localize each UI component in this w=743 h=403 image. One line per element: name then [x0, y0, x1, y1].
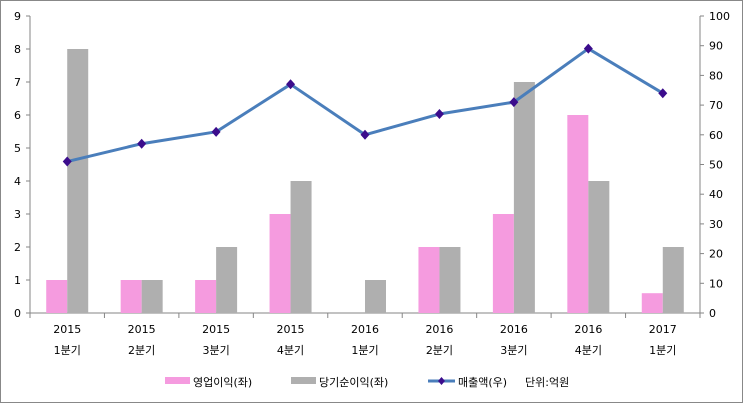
right-tick-label: 20: [709, 248, 723, 261]
revenue-marker: [434, 109, 444, 120]
bar-operating-profit: [46, 280, 68, 313]
x-tick-label-quarter: 1분기: [54, 344, 81, 357]
x-tick-label-year: 2016: [500, 323, 528, 336]
left-tick-label: 4: [14, 175, 21, 188]
x-tick-label-quarter: 1분기: [649, 344, 676, 357]
x-tick-label-year: 2015: [202, 323, 230, 336]
revenue-marker: [211, 126, 221, 137]
revenue-marker: [360, 129, 370, 140]
right-tick-label: 60: [709, 129, 723, 142]
revenue-marker: [137, 138, 147, 149]
legend-label-net-income: 당기순이익(좌): [319, 376, 388, 389]
bar-net-income: [588, 181, 610, 313]
left-tick-label: 6: [14, 109, 21, 122]
left-tick-label: 7: [14, 76, 21, 89]
bar-operating-profit: [195, 280, 217, 313]
revenue-marker: [658, 88, 668, 99]
revenue-marker: [62, 156, 72, 167]
bars: [46, 49, 684, 313]
bar-operating-profit: [492, 214, 514, 313]
right-tick-label: 70: [709, 99, 723, 112]
x-tick-label-quarter: 2분기: [426, 344, 453, 357]
x-tick-label-quarter: 3분기: [500, 344, 527, 357]
x-tick-label-year: 2015: [277, 323, 305, 336]
bar-net-income: [662, 247, 684, 313]
right-tick-label: 40: [709, 188, 723, 201]
bar-net-income: [365, 280, 386, 313]
left-tick-label: 9: [14, 10, 21, 23]
axes: 0123456789010203040506070809010020151분기2…: [14, 10, 730, 357]
bar-operating-profit: [567, 115, 589, 313]
revenue-marker: [286, 79, 296, 90]
bar-net-income: [216, 247, 238, 313]
bar-operating-profit: [418, 247, 440, 313]
legend: 영업이익(좌) 당기순이익(좌) 매출액(우) 단위:억원: [165, 376, 569, 389]
bar-operating-profit: [269, 214, 291, 313]
x-tick-label-quarter: 3분기: [202, 344, 229, 357]
x-tick-label-year: 2016: [425, 323, 453, 336]
x-tick-label-year: 2016: [574, 323, 602, 336]
revenue-marker: [509, 97, 519, 108]
left-tick-label: 1: [14, 274, 21, 287]
left-tick-label: 5: [14, 142, 21, 155]
revenue-marker: [583, 43, 593, 54]
legend-label-operating-profit: 영업이익(좌): [193, 376, 252, 389]
x-tick-label-quarter: 4분기: [277, 344, 304, 357]
bar-net-income: [290, 181, 312, 313]
bar-net-income: [67, 49, 89, 313]
right-tick-label: 30: [709, 218, 723, 231]
right-tick-label: 100: [709, 10, 730, 23]
left-tick-label: 0: [14, 307, 21, 320]
bar-operating-profit: [120, 280, 142, 313]
x-tick-label-quarter: 4분기: [575, 344, 602, 357]
legend-swatch-revenue-marker: [438, 377, 445, 385]
legend-swatch-net-income: [291, 377, 316, 384]
right-tick-label: 80: [709, 69, 723, 82]
x-tick-label-quarter: 2분기: [128, 344, 155, 357]
legend-label-revenue: 매출액(우): [458, 376, 507, 389]
right-tick-label: 10: [709, 277, 723, 290]
right-tick-label: 0: [709, 307, 716, 320]
bar-net-income: [141, 280, 163, 313]
x-tick-label-quarter: 1분기: [351, 344, 378, 357]
right-tick-label: 50: [709, 159, 723, 172]
left-tick-label: 8: [14, 43, 21, 56]
x-tick-label-year: 2015: [128, 323, 156, 336]
bar-operating-profit: [641, 293, 663, 313]
line-series: [62, 43, 668, 167]
x-tick-label-year: 2015: [53, 323, 81, 336]
x-tick-label-year: 2017: [649, 323, 677, 336]
legend-swatch-operating-profit: [165, 377, 190, 384]
bar-net-income: [439, 247, 461, 313]
bar-net-income: [513, 82, 535, 313]
left-tick-label: 3: [14, 208, 21, 221]
right-tick-label: 90: [709, 40, 723, 53]
unit-note: 단위:억원: [525, 376, 569, 389]
left-tick-label: 2: [14, 241, 21, 254]
x-tick-label-year: 2016: [351, 323, 379, 336]
